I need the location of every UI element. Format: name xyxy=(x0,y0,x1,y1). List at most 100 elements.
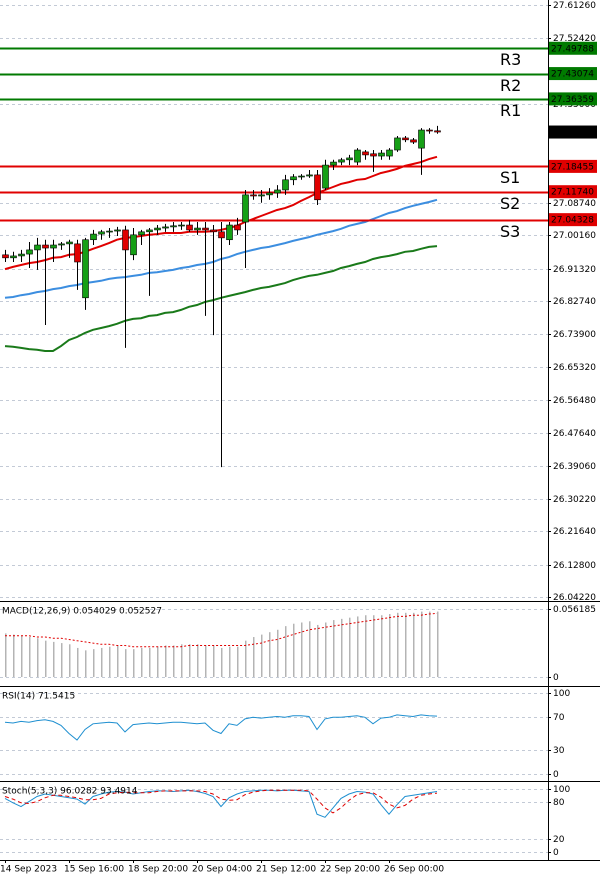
macd-bar xyxy=(373,615,375,678)
candle-body xyxy=(106,230,113,233)
candle-body xyxy=(362,151,369,156)
candle-body xyxy=(258,194,265,197)
candle-body xyxy=(98,231,105,235)
macd-bar xyxy=(237,646,239,678)
macd-bar xyxy=(149,647,151,678)
macd-bar xyxy=(301,622,303,678)
macd-bar xyxy=(269,632,271,678)
macd-bar xyxy=(389,614,391,678)
candle-body xyxy=(218,231,225,239)
current-price-label: 27.27570 xyxy=(551,128,594,138)
macd-bar xyxy=(285,626,287,678)
macd-bar xyxy=(429,611,431,678)
y-tick-label: 26.91320 xyxy=(553,265,596,275)
macd-bar xyxy=(413,612,415,678)
macd-bar xyxy=(101,647,103,678)
y-tick-label: 0 xyxy=(553,848,559,858)
macd-bar xyxy=(133,649,135,678)
y-tick-label: 26.30220 xyxy=(553,495,596,505)
level-name: S3 xyxy=(500,222,520,241)
macd-bar xyxy=(277,629,279,678)
candle-body xyxy=(186,224,193,231)
macd-bar xyxy=(381,615,383,678)
candle-body xyxy=(378,152,385,157)
candle-body xyxy=(306,174,313,177)
x-tick-label: 26 Sep 00:00 xyxy=(384,865,444,875)
level-value-box xyxy=(549,41,597,55)
candle-body xyxy=(178,224,185,227)
level-value-label: 27.04328 xyxy=(551,216,594,226)
y-tick-label: 27.00160 xyxy=(553,231,596,241)
level-value-box xyxy=(549,67,597,81)
macd-bar xyxy=(405,612,407,678)
candle-body xyxy=(10,255,17,259)
candle-body xyxy=(242,194,249,223)
level-value-label: 27.18455 xyxy=(551,162,594,172)
candle-body xyxy=(26,249,33,255)
y-tick-label: 100 xyxy=(553,785,570,795)
candle-body xyxy=(298,175,305,178)
macd-bar xyxy=(85,650,87,678)
indicator-line xyxy=(4,789,438,818)
candle-body xyxy=(122,229,129,251)
candle-body xyxy=(74,243,81,263)
candle-body xyxy=(34,244,41,251)
y-tick-label: 26.47640 xyxy=(553,429,596,439)
indicator-title: Stoch(5,3,3) 96.0282 93.4914 xyxy=(2,787,138,797)
macd-bar xyxy=(45,640,47,678)
macd-bar xyxy=(77,647,79,678)
macd-bar xyxy=(13,634,15,678)
macd-bar xyxy=(189,644,191,678)
level-name: S2 xyxy=(500,194,520,213)
candle-body xyxy=(266,192,273,196)
candle-body xyxy=(154,227,161,231)
candle-body xyxy=(138,231,145,236)
indicator-title: MACD(12,26,9) 0.054029 0.052527 xyxy=(2,607,162,617)
level-value-label: 27.36359 xyxy=(551,95,594,105)
macd-bar xyxy=(117,645,119,678)
y-tick-label: 26.04220 xyxy=(553,593,596,603)
y-tick-label: 0 xyxy=(553,770,559,780)
macd-bar xyxy=(205,645,207,678)
candle-body xyxy=(402,137,409,141)
macd-bar xyxy=(357,616,359,678)
candle-body xyxy=(42,244,49,249)
candle-body xyxy=(194,227,201,231)
y-tick-label: 27.61260 xyxy=(553,1,596,11)
y-tick-label: 100 xyxy=(553,689,570,699)
current-price-box xyxy=(549,125,597,139)
candle-body xyxy=(370,153,377,157)
macd-bar xyxy=(333,620,335,678)
y-tick-label: 27.08740 xyxy=(553,199,596,209)
macd-bar xyxy=(437,611,439,678)
macd-bar xyxy=(109,646,111,678)
candle-body xyxy=(282,179,289,191)
candle-body xyxy=(234,224,241,231)
macd-bar xyxy=(165,645,167,678)
y-tick-label: 26.56480 xyxy=(553,396,596,406)
candle-body xyxy=(314,174,321,201)
candle-body xyxy=(354,149,361,163)
level-name: R2 xyxy=(500,76,521,95)
macd-bar xyxy=(421,611,423,678)
macd-bar xyxy=(245,640,247,678)
level-value-box xyxy=(549,159,597,173)
macd-bar xyxy=(181,644,183,678)
x-tick-label: 21 Sep 12:00 xyxy=(256,865,316,875)
candle-body xyxy=(290,176,297,181)
level-value-box xyxy=(549,185,597,199)
y-tick-label: 26.65320 xyxy=(553,363,596,373)
level-value-box xyxy=(549,92,597,106)
candle-body xyxy=(210,229,217,233)
macd-bar xyxy=(157,646,159,678)
candle-body xyxy=(386,149,393,157)
level-value-box xyxy=(549,213,597,227)
macd-bar xyxy=(325,622,327,678)
candle-body xyxy=(434,130,441,133)
macd-bar xyxy=(341,618,343,678)
candle-body xyxy=(322,164,329,189)
candle-body xyxy=(426,129,433,132)
